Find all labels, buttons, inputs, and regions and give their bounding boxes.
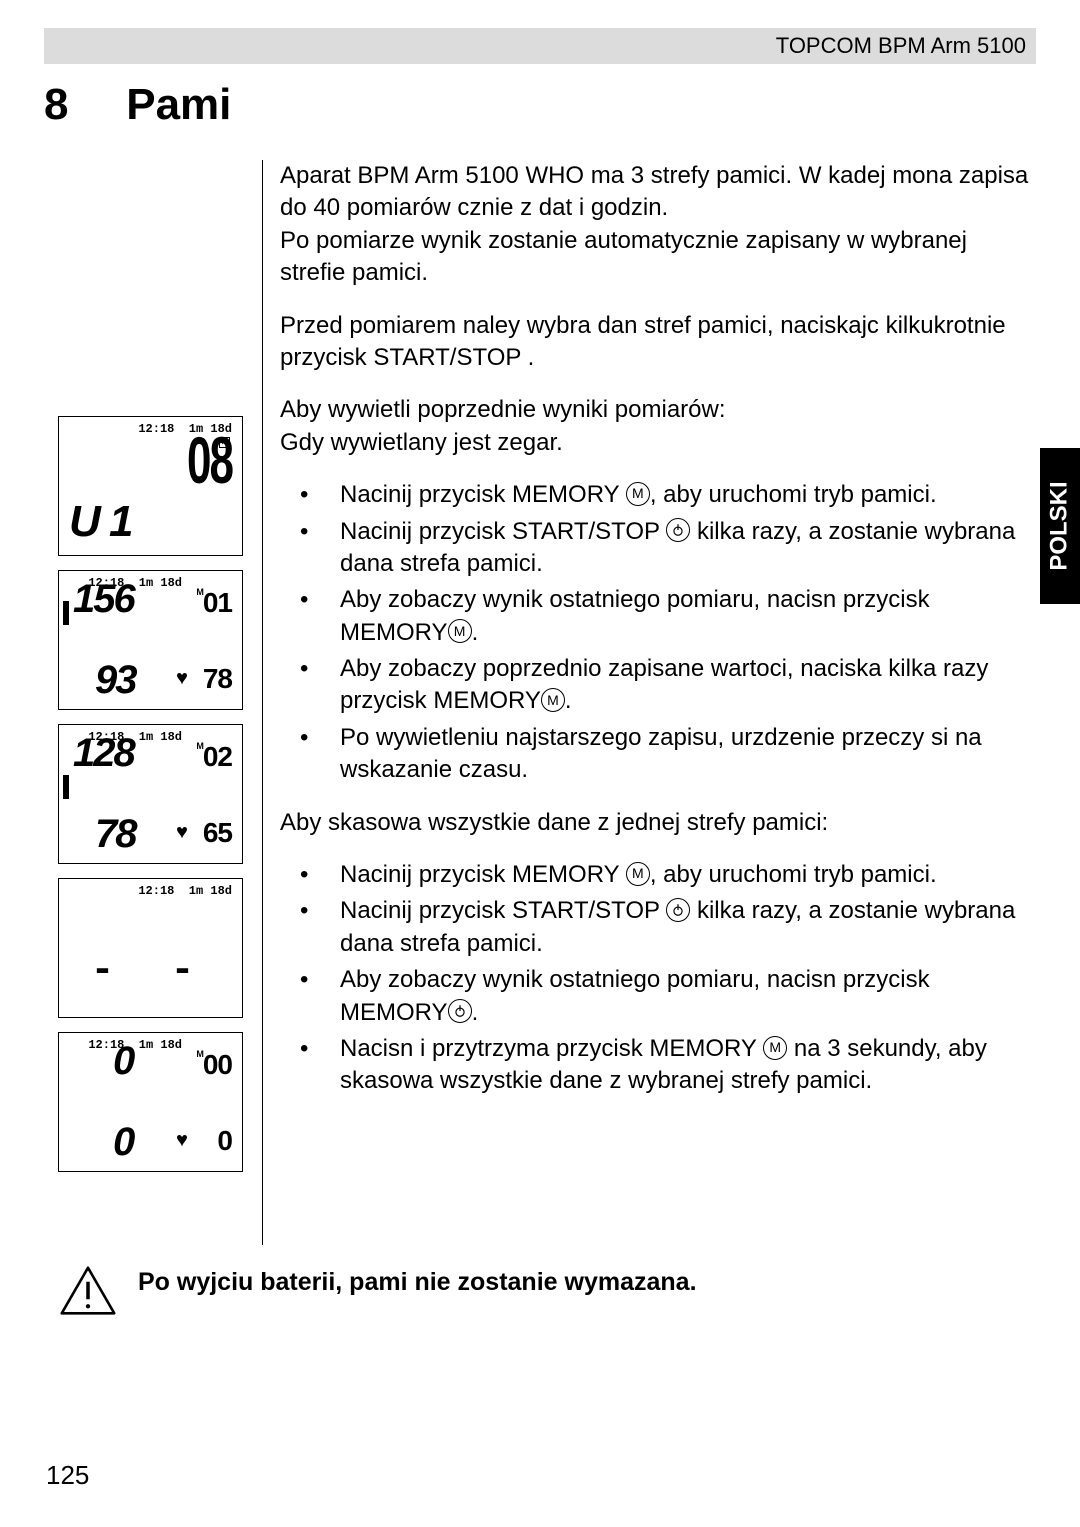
heart-icon: ♥: [176, 822, 188, 845]
lcd-systolic: 0: [113, 1039, 133, 1084]
main-content: Aparat BPM Arm 5100 WHO ma 3 strefy pami…: [280, 160, 1036, 1102]
lcd-diastolic: 78: [95, 812, 136, 857]
section-heading: 8 Pami: [44, 80, 231, 130]
memory-icon: M: [626, 482, 650, 506]
language-tab: POLSKI: [1040, 448, 1080, 604]
lcd-screen-4: 12:18 1m 18d - -: [58, 878, 243, 1018]
list-item: Nacinij przycisk MEMORY M, aby uruchomi …: [280, 479, 1036, 511]
power-icon: [666, 518, 690, 542]
memory-icon: M: [541, 688, 565, 712]
header-product: TOPCOM BPM Arm 5100: [776, 33, 1026, 59]
lcd-user-id: U 1: [69, 497, 131, 547]
list-item: Nacinij przycisk START/STOP kilka razy, …: [280, 895, 1036, 960]
list-item: Po wywietleniu najstarszego zapisu, urzd…: [280, 722, 1036, 787]
paragraph-recall-heading: Aby wywietli poprzednie wyniki pomiarów:: [280, 394, 1036, 426]
list-item: Nacinij przycisk START/STOP kilka razy, …: [280, 516, 1036, 581]
power-icon: [448, 999, 472, 1023]
lcd-time-date: 12:18 1m 18d: [138, 885, 232, 897]
language-tab-text: POLSKI: [1046, 481, 1074, 570]
lcd-memory-number: M00: [196, 1049, 232, 1081]
memory-icon: M: [448, 619, 472, 643]
lcd-memory-number: M02: [196, 741, 232, 773]
lcd-diastolic: 93: [95, 658, 136, 703]
section-number: 8: [44, 80, 114, 130]
lcd-memory-number: 08: [187, 425, 232, 500]
paragraph-intro: Aparat BPM Arm 5100 WHO ma 3 strefy pami…: [280, 160, 1036, 290]
paragraph-before-measure: Przed pomiarem naley wybra dan stref pam…: [280, 310, 1036, 375]
who-bar: [63, 601, 69, 625]
power-icon: [666, 898, 690, 922]
warning-icon: [60, 1266, 116, 1315]
lcd-pulse: 65: [203, 817, 232, 849]
lcd-diastolic: 0: [113, 1120, 133, 1165]
heart-icon: ♥: [176, 668, 188, 691]
warning-note: Po wyjciu baterii, pami nie zostanie wym…: [60, 1266, 1036, 1315]
lcd-screenshots-column: 12:18 1m 18d M 08 U 1 12:18 1m 18d 156 M…: [58, 416, 243, 1172]
lcd-pulse: 78: [203, 663, 232, 695]
lcd-screen-3: 12:18 1m 18d 128 M02 78 ♥ 65: [58, 724, 243, 864]
lcd-time-date: 12:18 1m 18d: [88, 1039, 182, 1051]
page-number: 125: [46, 1460, 89, 1491]
section-title-text: Pami: [126, 80, 231, 129]
vertical-divider: [262, 160, 263, 1245]
lcd-pulse: 0: [217, 1125, 232, 1157]
lcd-screen-1: 12:18 1m 18d M 08 U 1: [58, 416, 243, 556]
paragraph-delete-heading: Aby skasowa wszystkie dane z jednej stre…: [280, 807, 1036, 839]
lcd-systolic: 156: [73, 577, 134, 622]
memory-icon: M: [763, 1036, 787, 1060]
lcd-systolic: 128: [73, 731, 134, 776]
list-item: Aby zobaczy wynik ostatniego pomiaru, na…: [280, 964, 1036, 1029]
heart-icon: ♥: [176, 1130, 188, 1153]
warning-text: Po wyjciu baterii, pami nie zostanie wym…: [138, 1266, 697, 1297]
recall-steps-list: Nacinij przycisk MEMORY M, aby uruchomi …: [280, 479, 1036, 787]
paragraph-recall-sub: Gdy wywietlany jest zegar.: [280, 427, 1036, 459]
memory-icon: M: [626, 862, 650, 886]
list-item: Aby zobaczy wynik ostatniego pomiaru, na…: [280, 584, 1036, 649]
delete-steps-list: Nacinij przycisk MEMORY M, aby uruchomi …: [280, 859, 1036, 1098]
lcd-screen-2: 12:18 1m 18d 156 M01 93 ♥ 78: [58, 570, 243, 710]
who-bar: [63, 775, 69, 799]
lcd-screen-5: 12:18 1m 18d 0 M00 0 ♥ 0: [58, 1032, 243, 1172]
list-item: Nacinij przycisk MEMORY M, aby uruchomi …: [280, 859, 1036, 891]
lcd-memory-number: M01: [196, 587, 232, 619]
list-item: Nacisn i przytrzyma przycisk MEMORY M na…: [280, 1033, 1036, 1098]
list-item: Aby zobaczy poprzednio zapisane wartoci,…: [280, 653, 1036, 718]
header-bar: TOPCOM BPM Arm 5100: [44, 28, 1036, 64]
